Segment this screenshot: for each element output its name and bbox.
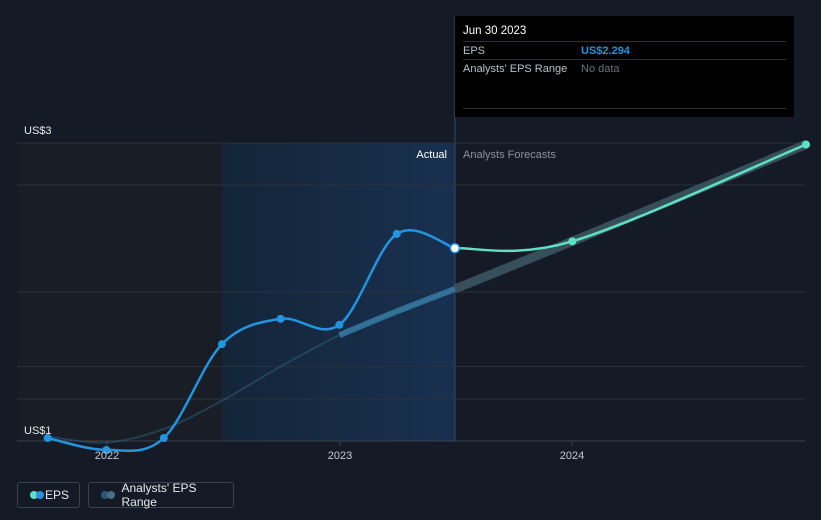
tooltip-divider [463, 108, 786, 109]
legend-eps-label: EPS [44, 488, 69, 502]
x-tick-2022: 2022 [95, 450, 119, 462]
tooltip-eps-label: EPS [463, 45, 486, 57]
tooltip-range-label: Analysts' EPS Range [463, 63, 568, 75]
y-label-bottom: US$1 [24, 425, 52, 437]
eps-forecast-line [454, 143, 807, 253]
eps-point [335, 320, 344, 329]
legend-range-label: Analysts' EPS Range [121, 481, 197, 509]
legend-range-button[interactable]: Analysts' EPS Range [88, 481, 234, 509]
highlighted-eps-point [449, 242, 461, 254]
eps-forecast-point [802, 140, 810, 149]
forecast-label: Analysts Forecasts [463, 149, 556, 161]
tooltip-range-value: No data [581, 63, 620, 75]
eps-point [392, 229, 401, 238]
eps-point [43, 434, 52, 443]
analyst-range-recent-band [338, 286, 456, 338]
legend-eps-button[interactable]: EPS [17, 482, 80, 508]
range-legend-icon [101, 491, 115, 499]
tooltip-eps-row: EPS US$2.294 [463, 41, 786, 60]
tooltip-range-row: Analysts' EPS Range No data [463, 59, 786, 78]
x-tick-2023: 2023 [328, 450, 352, 462]
x-tick-2024: 2024 [560, 450, 584, 462]
y-label-top: US$3 [24, 125, 52, 137]
tooltip-date: Jun 30 2023 [463, 25, 527, 37]
eps-line [47, 229, 456, 453]
eps-point [159, 434, 168, 443]
eps-legend-icon [30, 491, 44, 499]
eps-point [217, 340, 226, 349]
tooltip: Jun 30 2023 EPS US$2.294 Analysts' EPS R… [455, 16, 794, 117]
eps-point [102, 445, 111, 454]
actual-label: Actual [416, 149, 447, 161]
eps-point [276, 314, 285, 323]
tooltip-eps-value: US$2.294 [581, 45, 630, 57]
eps-forecast-point [568, 237, 577, 246]
